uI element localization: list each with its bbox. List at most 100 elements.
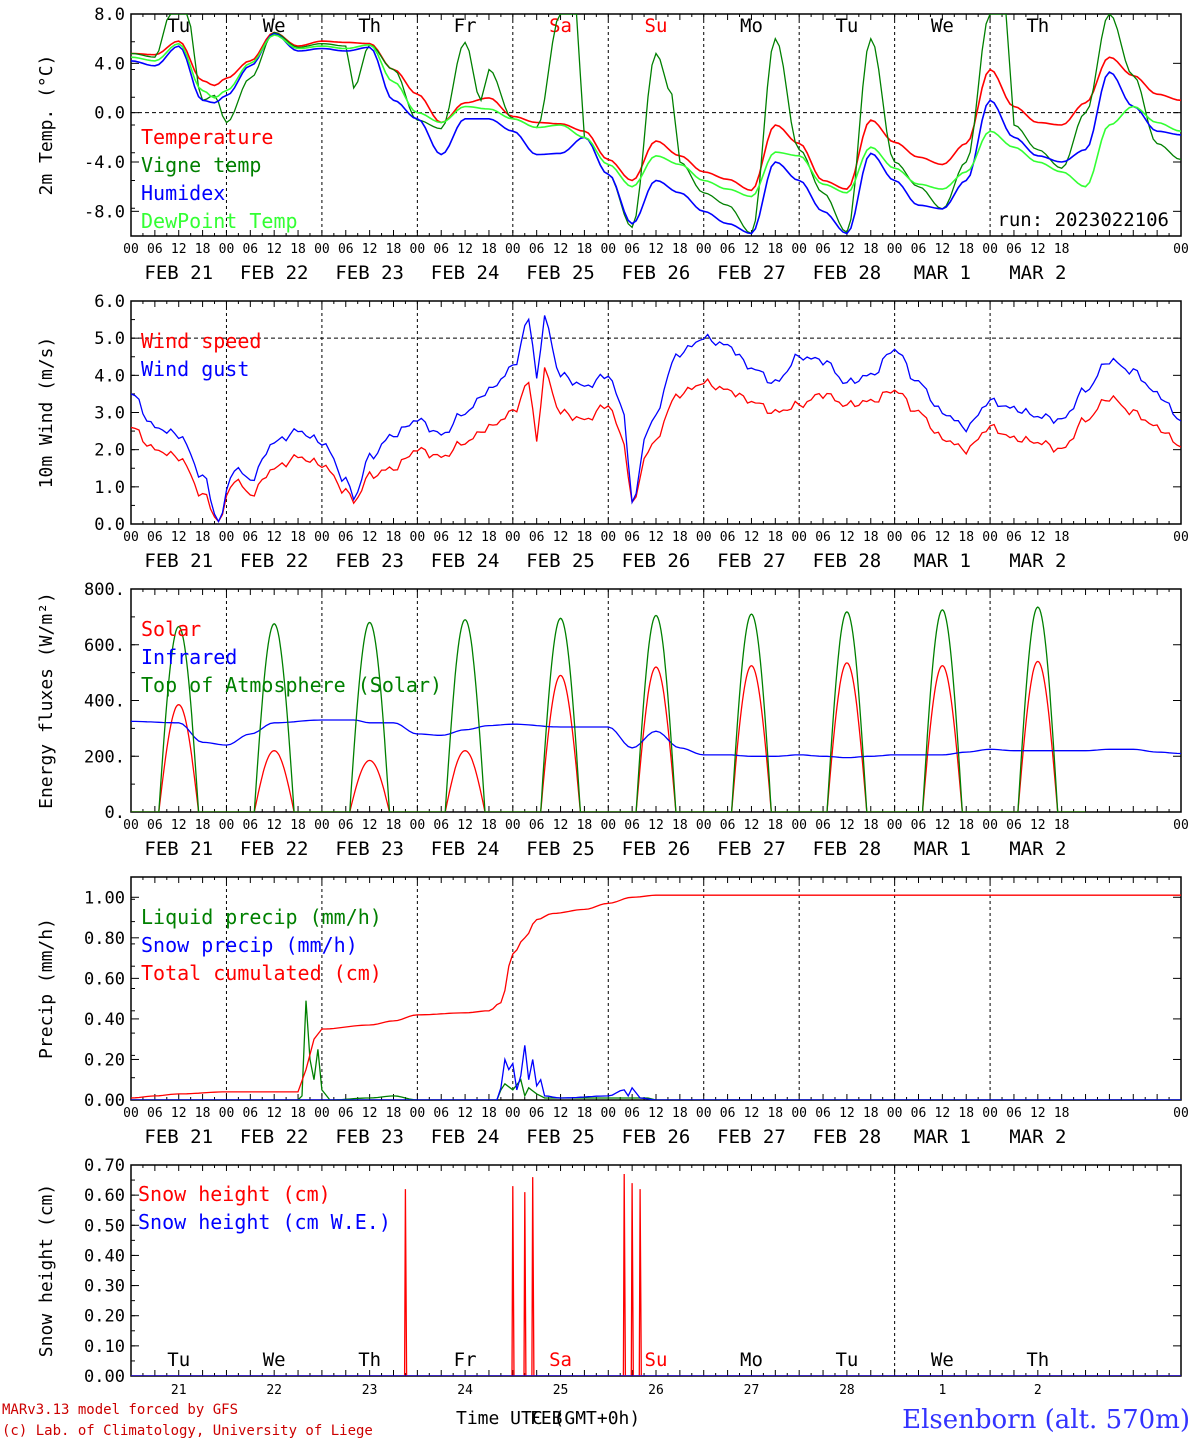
y-tick-label: 0.30: [84, 1277, 125, 1297]
date-label: FEB 27: [717, 1126, 786, 1148]
hour-tick-label: 00: [1173, 242, 1189, 257]
date-label: FEB 27: [717, 262, 786, 284]
hour-tick-label: 18: [767, 1106, 783, 1121]
hour-tick-label: 06: [338, 1106, 354, 1121]
hour-tick-label: 00: [505, 818, 521, 833]
plot-frame: [130, 13, 1182, 237]
hour-tick-label: 18: [195, 1106, 211, 1121]
day-name-label: Th: [1026, 1349, 1049, 1371]
hour-tick-label: 18: [1054, 1106, 1070, 1121]
hour-tick-label: 12: [648, 1106, 664, 1121]
hour-tick-label: 00: [123, 1106, 139, 1121]
hour-tick-label: 06: [147, 818, 163, 833]
hour-tick-label: 00: [1173, 1106, 1189, 1121]
date-label: FEB 26: [622, 262, 691, 284]
date-label: FEB 21: [144, 1126, 213, 1148]
panel-2: 6.0 5.0 4.0 3.0 2.0 1.0 0.0 10m Wind (m/s) 00 06 1…: [36, 292, 1189, 572]
hour-tick-label: 18: [481, 530, 497, 545]
hour-tick-label: 00: [410, 818, 426, 833]
legend-entry: Vigne temp: [141, 153, 261, 177]
date-label: FEB 23: [335, 1126, 404, 1148]
model-credit: MARv3.13 model forced by GFS: [2, 1402, 238, 1418]
y-tick-label: 0.0: [94, 515, 125, 535]
hour-tick-label: 18: [672, 1106, 688, 1121]
date-label: FEB 22: [240, 550, 309, 572]
day-number-label: 26: [648, 1383, 664, 1398]
date-label: FEB 23: [335, 838, 404, 860]
hour-tick-label: 06: [911, 530, 927, 545]
hour-tick-label: 06: [720, 242, 736, 257]
hour-tick-label: 06: [1006, 242, 1022, 257]
hour-tick-label: 06: [911, 818, 927, 833]
hour-tick-label: 18: [481, 1106, 497, 1121]
hour-tick-label: 06: [147, 1106, 163, 1121]
hour-tick-label: 06: [624, 530, 640, 545]
hour-tick-label: 12: [266, 530, 282, 545]
hour-tick-label: 18: [195, 530, 211, 545]
hour-tick-label: 00: [791, 818, 807, 833]
hour-tick-label: 00: [314, 242, 330, 257]
date-label: MAR 1: [914, 262, 971, 284]
hour-tick-label: 06: [433, 1106, 449, 1121]
hour-tick-label: 06: [529, 242, 545, 257]
hour-tick-label: 06: [720, 1106, 736, 1121]
y-tick-label: 2.0: [94, 441, 125, 461]
hour-tick-label: 18: [863, 530, 879, 545]
hour-tick-label: 00: [791, 242, 807, 257]
legend-entry: DewPoint Temp: [141, 209, 298, 233]
hour-tick-label: 00: [600, 530, 616, 545]
date-label: MAR 2: [1009, 1126, 1066, 1148]
hour-tick-label: 12: [553, 530, 569, 545]
date-label: MAR 1: [914, 1126, 971, 1148]
series-line: [131, 660, 1086, 812]
hour-tick-label: 12: [171, 818, 187, 833]
series-line: [131, 32, 1181, 235]
hour-tick-label: 18: [863, 1106, 879, 1121]
hour-tick-label: 12: [362, 530, 378, 545]
hour-tick-label: 12: [1030, 818, 1046, 833]
legend-entry: Solar: [141, 617, 201, 641]
hour-tick-label: 00: [887, 1106, 903, 1121]
hour-tick-label: 06: [911, 1106, 927, 1121]
hour-tick-label: 18: [577, 818, 593, 833]
hour-tick-label: 00: [410, 530, 426, 545]
y-tick-label: 4.0: [94, 54, 125, 74]
hour-tick-label: 18: [290, 530, 306, 545]
hour-tick-label: 00: [123, 818, 139, 833]
y-axis-label: Energy fluxes (W/m²): [36, 592, 57, 809]
day-name-label: Th: [1026, 15, 1049, 37]
y-tick-label: 0.20: [84, 1050, 125, 1070]
legend-entry: Temperature: [141, 125, 273, 149]
hour-tick-label: 06: [338, 242, 354, 257]
hour-tick-label: 12: [362, 818, 378, 833]
hour-tick-label: 12: [553, 1106, 569, 1121]
hour-tick-label: 18: [290, 1106, 306, 1121]
date-label: FEB 26: [622, 1126, 691, 1148]
hour-tick-label: 06: [529, 530, 545, 545]
hour-tick-label: 12: [935, 530, 951, 545]
date-label: MAR 1: [914, 550, 971, 572]
hour-tick-label: 12: [171, 530, 187, 545]
hour-tick-label: 12: [839, 242, 855, 257]
copyright-credit: (c) Lab. of Climatology, University of L…: [2, 1423, 373, 1439]
y-tick-label: -8.0: [84, 202, 125, 222]
hour-tick-label: 06: [529, 818, 545, 833]
hour-tick-label: 00: [219, 1106, 235, 1121]
date-label: FEB 26: [622, 838, 691, 860]
hour-tick-label: 12: [839, 818, 855, 833]
y-tick-label: 0.: [105, 803, 125, 823]
day-number-label: 27: [744, 1383, 760, 1398]
hour-tick-label: 18: [672, 530, 688, 545]
day-number-label: 22: [266, 1383, 282, 1398]
panel-4: 1.00 0.80 0.60 0.40 0.20 0.00 Precip (mm/h) 00 0…: [36, 876, 1189, 1148]
hour-tick-label: 18: [481, 242, 497, 257]
hour-tick-label: 00: [505, 530, 521, 545]
hour-tick-label: 06: [147, 530, 163, 545]
date-label: FEB 21: [144, 550, 213, 572]
hour-tick-label: 00: [314, 818, 330, 833]
y-tick-label: 5.0: [94, 329, 125, 349]
y-tick-label: 0.60: [84, 1186, 125, 1206]
series-line: [131, 367, 1181, 523]
hour-tick-label: 12: [935, 1106, 951, 1121]
